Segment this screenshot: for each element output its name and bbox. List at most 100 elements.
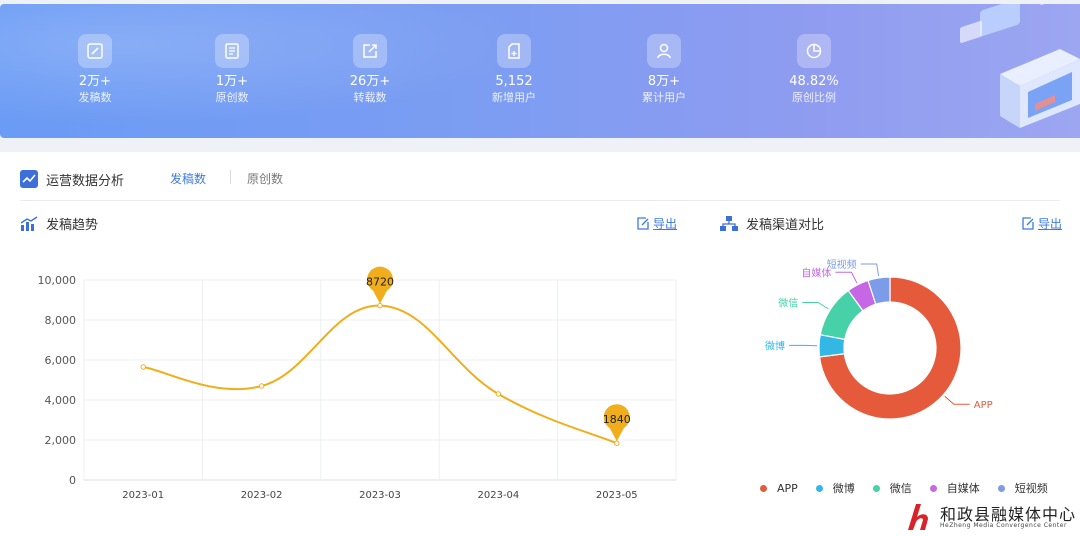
export-icon xyxy=(637,217,649,230)
bar-trend-icon xyxy=(20,215,38,231)
book-icon xyxy=(215,34,249,68)
leader-line xyxy=(860,263,880,276)
stat-label: 累计用户 xyxy=(642,91,686,104)
watermark-subtitle: HeZheng Media Convergence Center xyxy=(940,522,1067,529)
stat-label: 转载数 xyxy=(353,91,387,104)
export-label: 导出 xyxy=(653,217,678,231)
channels-title: 发稿渠道对比 xyxy=(746,218,825,233)
stat-reposts: 26万+ 转载数 xyxy=(325,34,415,106)
y-tick-label: 8,000 xyxy=(45,314,77,327)
chart-legend: APP 微博 微信 自媒体 短视频 xyxy=(760,480,1066,496)
leader-line xyxy=(944,395,970,405)
pie-slice xyxy=(867,276,891,306)
legend-label: 短视频 xyxy=(1014,482,1048,495)
legend-label: 微博 xyxy=(832,482,855,495)
trend-line-chart: 0 2,000 4,000 6,000 8,000 10,000 2023-01 2023-0… xyxy=(38,266,677,501)
pie-icon xyxy=(797,34,831,68)
header-divider xyxy=(20,200,1060,201)
stat-value: 48.82% xyxy=(789,74,839,89)
y-tick-label: 6,000 xyxy=(45,354,77,367)
data-point xyxy=(614,440,620,446)
legend-item[interactable]: 自媒体 xyxy=(929,480,980,496)
media-center-logo-icon xyxy=(908,504,928,530)
add-document-icon xyxy=(497,34,531,68)
stat-submissions: 2万+ 发稿数 xyxy=(50,34,140,106)
stat-value: 5,152 xyxy=(495,74,533,89)
legend-swatch xyxy=(872,484,880,492)
stat-value: 8万+ xyxy=(647,74,681,89)
user-icon xyxy=(647,34,681,68)
slice-label: 微博 xyxy=(765,339,785,352)
analytics-icon xyxy=(20,170,38,188)
analysis-panel: 运营数据分析 发稿数 原创数 发稿趋势 导出 发稿渠道对比 xyxy=(0,152,1080,536)
channels-export-button[interactable]: 导出 xyxy=(1022,215,1062,232)
hierarchy-icon xyxy=(720,215,738,231)
stat-value: 2万+ xyxy=(78,74,112,89)
data-point xyxy=(258,383,265,389)
trend-section-title: 发稿趋势 xyxy=(20,214,98,233)
stat-total-users: 8万+ 累计用户 xyxy=(619,34,709,106)
stat-new-users: 5,152 新增用户 xyxy=(469,34,559,106)
panel-header: 运营数据分析 xyxy=(20,166,124,192)
export-label: 导出 xyxy=(1038,217,1063,231)
y-tick-label: 2,000 xyxy=(45,434,77,447)
watermark: 和政县融媒体中心 HeZheng Media Convergence Cente… xyxy=(904,498,1080,536)
stat-label: 原创数 xyxy=(215,91,249,104)
stat-originals: 1万+ 原创数 xyxy=(187,34,277,106)
panel-title: 运营数据分析 xyxy=(46,173,125,189)
y-tick-label: 0 xyxy=(69,474,76,487)
legend-swatch xyxy=(760,484,767,492)
data-point xyxy=(495,391,502,397)
legend-swatch xyxy=(997,484,1005,492)
legend-swatch xyxy=(815,484,823,492)
banner-glow xyxy=(0,4,600,138)
pin-shape xyxy=(367,266,394,304)
x-tick-label: 2023-05 xyxy=(596,490,638,501)
legend-label: APP xyxy=(777,481,798,495)
export-icon xyxy=(1022,217,1034,230)
stat-value: 26万+ xyxy=(349,74,391,89)
edit-icon xyxy=(78,34,112,68)
value-pin: 1840 xyxy=(603,404,631,442)
pin-shape xyxy=(603,404,630,442)
pin-label: 8720 xyxy=(366,276,394,289)
data-point xyxy=(140,364,146,370)
slice-label: 短视频 xyxy=(827,258,857,271)
legend-item[interactable]: APP xyxy=(760,480,798,496)
x-tick-label: 2023-04 xyxy=(478,490,520,501)
stat-original-ratio: 48.82% 原创比例 xyxy=(769,34,859,106)
legend-swatch xyxy=(929,484,937,492)
legend-label: 自媒体 xyxy=(946,482,980,495)
legend-item[interactable]: 短视频 xyxy=(997,480,1048,496)
leader-line xyxy=(802,301,829,310)
data-point xyxy=(377,302,383,309)
x-tick-label: 2023-03 xyxy=(359,490,401,501)
channels-section-title: 发稿渠道对比 xyxy=(720,214,824,233)
legend-item[interactable]: 微信 xyxy=(872,480,912,496)
tab-divider xyxy=(230,170,231,184)
legend-label: 微信 xyxy=(889,482,912,495)
watermark-name: 和政县融媒体中心 xyxy=(940,505,1077,524)
trend-title: 发稿趋势 xyxy=(46,218,99,233)
stat-label: 原创比例 xyxy=(792,91,836,104)
leader-line xyxy=(835,271,858,284)
stat-label: 发稿数 xyxy=(78,91,112,104)
laptop-illustration-icon xyxy=(960,4,1080,128)
tab-originals[interactable]: 原创数 xyxy=(247,172,284,186)
slice-label: APP xyxy=(974,400,993,411)
tab-submissions[interactable]: 发稿数 xyxy=(170,172,207,186)
stat-label: 新增用户 xyxy=(492,91,536,104)
share-icon xyxy=(353,34,387,68)
value-pin: 8720 xyxy=(366,266,394,304)
x-tick-label: 2023-02 xyxy=(241,490,283,501)
pie-slice xyxy=(818,276,962,420)
stat-value: 1万+ xyxy=(215,74,249,89)
legend-item[interactable]: 微博 xyxy=(815,480,855,496)
pin-label: 1840 xyxy=(603,413,631,426)
series-line xyxy=(143,304,618,445)
trend-export-button[interactable]: 导出 xyxy=(637,215,677,232)
stats-banner: 2万+ 发稿数 1万+ 原创数 26万+ 转载数 5,152 新增用户 8万+ … xyxy=(0,4,1080,138)
x-tick-label: 2023-01 xyxy=(122,490,164,501)
slice-label: 微信 xyxy=(778,296,798,309)
